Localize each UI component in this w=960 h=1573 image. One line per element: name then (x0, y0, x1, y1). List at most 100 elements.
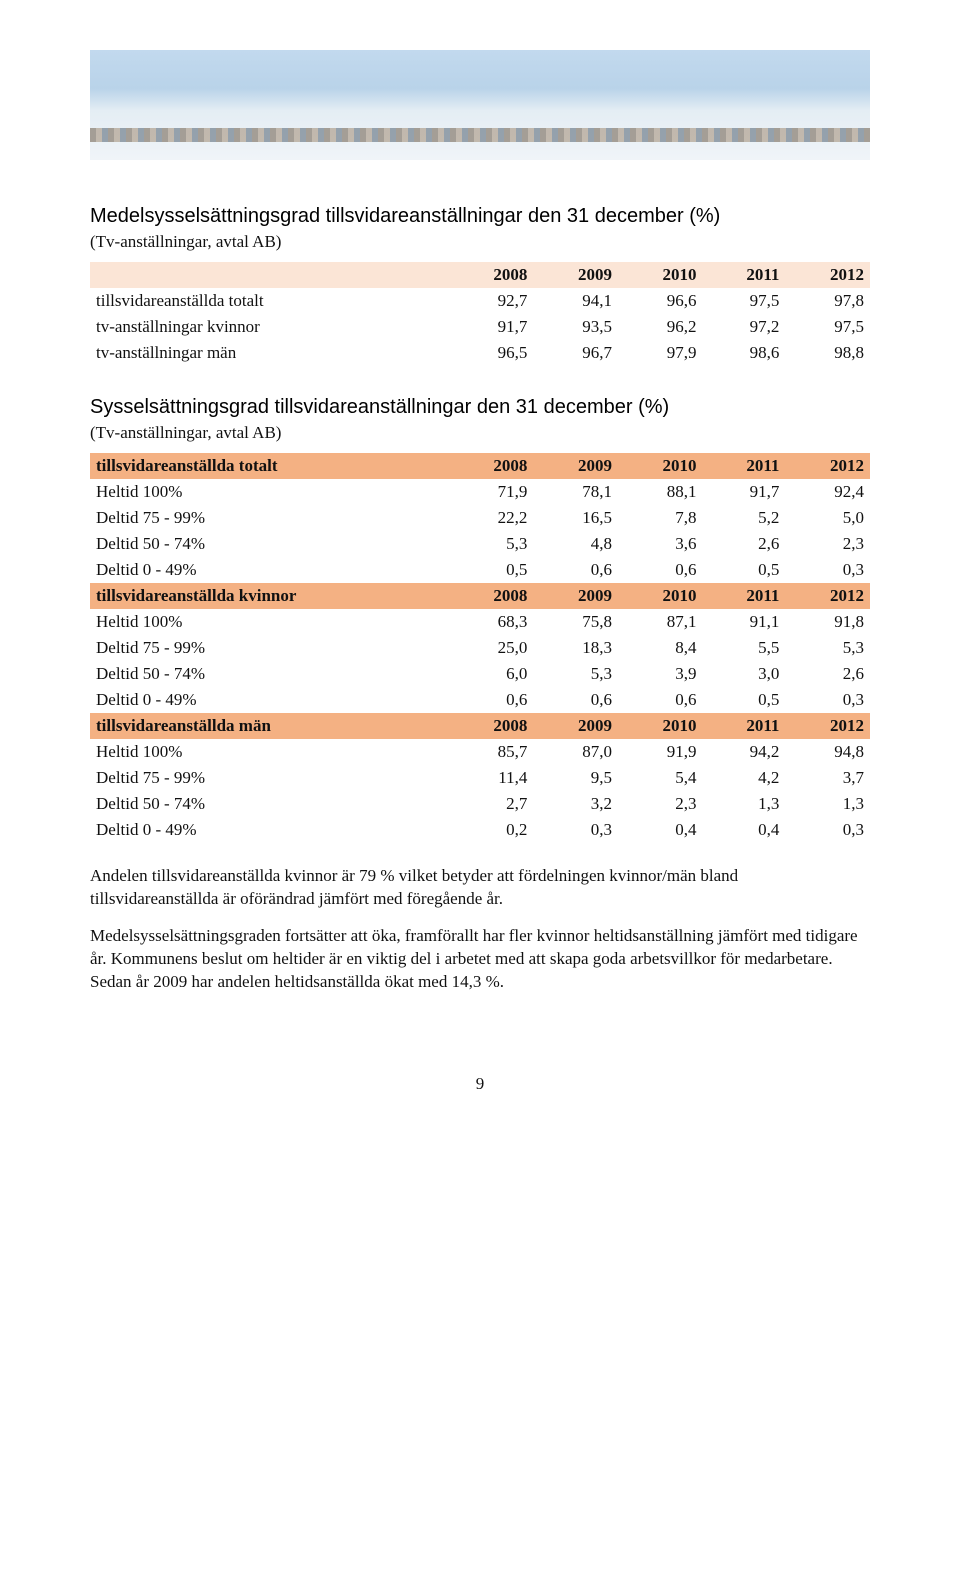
cell: 85,7 (449, 739, 534, 765)
cell: 2010 (618, 453, 703, 479)
cell: 2008 (449, 713, 534, 739)
cell: 4,2 (703, 765, 786, 791)
table-row: Heltid 100%68,375,887,191,191,8 (90, 609, 870, 635)
section1-title: Medelsysselsättningsgrad tillsvidareanst… (90, 205, 870, 228)
cell: 2009 (533, 262, 618, 288)
cell: 2009 (533, 713, 618, 739)
cell: 97,5 (703, 288, 786, 314)
cell: 5,3 (449, 531, 534, 557)
table2-group-header: tillsvidareanställda kvinnor200820092010… (90, 583, 870, 609)
cell: 1,3 (703, 791, 786, 817)
table2-group-header: tillsvidareanställda män2008200920102011… (90, 713, 870, 739)
cell: 97,9 (618, 340, 703, 366)
cell: 0,6 (618, 687, 703, 713)
cell: 87,1 (618, 609, 703, 635)
cell: 0,3 (785, 557, 870, 583)
cell: Deltid 50 - 74% (90, 661, 449, 687)
cell: 93,5 (533, 314, 618, 340)
cell: 0,4 (618, 817, 703, 843)
cell: 3,7 (785, 765, 870, 791)
cell: 18,3 (533, 635, 618, 661)
table-row: Heltid 100%71,978,188,191,792,4 (90, 479, 870, 505)
cell: 96,7 (533, 340, 618, 366)
cell: 0,6 (533, 687, 618, 713)
table1-header-row: 2008 2009 2010 2011 2012 (90, 262, 870, 288)
cell: 9,5 (533, 765, 618, 791)
cell: 5,5 (703, 635, 786, 661)
cell: Heltid 100% (90, 739, 449, 765)
cell: Heltid 100% (90, 479, 449, 505)
cell: 2008 (449, 453, 534, 479)
cell: 3,0 (703, 661, 786, 687)
cell: 2,7 (449, 791, 534, 817)
table-row: Deltid 0 - 49%0,50,60,60,50,3 (90, 557, 870, 583)
cell: 97,2 (703, 314, 786, 340)
cell: 68,3 (449, 609, 534, 635)
page-number: 9 (90, 1074, 870, 1094)
cell: 2,6 (703, 531, 786, 557)
cell: 0,6 (449, 687, 534, 713)
cell: 1,3 (785, 791, 870, 817)
cell: 11,4 (449, 765, 534, 791)
cell: 96,5 (449, 340, 534, 366)
cell: 91,7 (449, 314, 534, 340)
table-medelsysselsattning: 2008 2009 2010 2011 2012 tillsvidareanst… (90, 262, 870, 366)
cell: 97,5 (785, 314, 870, 340)
cell: 87,0 (533, 739, 618, 765)
cell: 92,7 (449, 288, 534, 314)
cell: 16,5 (533, 505, 618, 531)
cell: 6,0 (449, 661, 534, 687)
cell: 0,3 (785, 687, 870, 713)
cell: 5,3 (785, 635, 870, 661)
cell: 2,3 (785, 531, 870, 557)
cell: 91,1 (703, 609, 786, 635)
cell: 2012 (785, 583, 870, 609)
cell: 91,7 (703, 479, 786, 505)
cell: 75,8 (533, 609, 618, 635)
table-row: Deltid 50 - 74%6,05,33,93,02,6 (90, 661, 870, 687)
cell: tv-anställningar män (90, 340, 449, 366)
cell: 2012 (785, 262, 870, 288)
cell: 91,8 (785, 609, 870, 635)
cell: 0,5 (449, 557, 534, 583)
cell: 8,4 (618, 635, 703, 661)
cell: tv-anställningar kvinnor (90, 314, 449, 340)
cell: 2011 (703, 262, 786, 288)
cell: 3,9 (618, 661, 703, 687)
cell: tillsvidareanställda kvinnor (90, 583, 449, 609)
cell: 78,1 (533, 479, 618, 505)
cell: 2,3 (618, 791, 703, 817)
cell: 96,6 (618, 288, 703, 314)
cell: Deltid 75 - 99% (90, 765, 449, 791)
cell: Heltid 100% (90, 609, 449, 635)
cell: 0,5 (703, 687, 786, 713)
table2-group-header: tillsvidareanställda totalt2008200920102… (90, 453, 870, 479)
cell: 2010 (618, 262, 703, 288)
cell: 2011 (703, 583, 786, 609)
table-row: Deltid 75 - 99%11,49,55,44,23,7 (90, 765, 870, 791)
cell: 2009 (533, 453, 618, 479)
table-row: Deltid 0 - 49%0,20,30,40,40,3 (90, 817, 870, 843)
cell: 88,1 (618, 479, 703, 505)
paragraph-2: Medelsysselsättningsgraden fortsätter at… (90, 925, 870, 994)
cell: 2012 (785, 453, 870, 479)
table-row: tv-anställningar kvinnor91,793,596,297,2… (90, 314, 870, 340)
cell: Deltid 50 - 74% (90, 531, 449, 557)
cell: Deltid 0 - 49% (90, 557, 449, 583)
cell: Deltid 50 - 74% (90, 791, 449, 817)
header-banner (90, 50, 870, 160)
cell: 71,9 (449, 479, 534, 505)
table-row: Deltid 75 - 99%25,018,38,45,55,3 (90, 635, 870, 661)
cell: 0,2 (449, 817, 534, 843)
cell: tillsvidareanställda män (90, 713, 449, 739)
table-row: Deltid 0 - 49%0,60,60,60,50,3 (90, 687, 870, 713)
cell: 5,4 (618, 765, 703, 791)
table-row: tv-anställningar män96,596,797,998,698,8 (90, 340, 870, 366)
cell: 2009 (533, 583, 618, 609)
table-row: Deltid 50 - 74%2,73,22,31,31,3 (90, 791, 870, 817)
cell: 2008 (449, 262, 534, 288)
cell: 0,3 (785, 817, 870, 843)
cell: Deltid 0 - 49% (90, 817, 449, 843)
table-row: Deltid 75 - 99%22,216,57,85,25,0 (90, 505, 870, 531)
cell: tillsvidareanställda totalt (90, 288, 449, 314)
